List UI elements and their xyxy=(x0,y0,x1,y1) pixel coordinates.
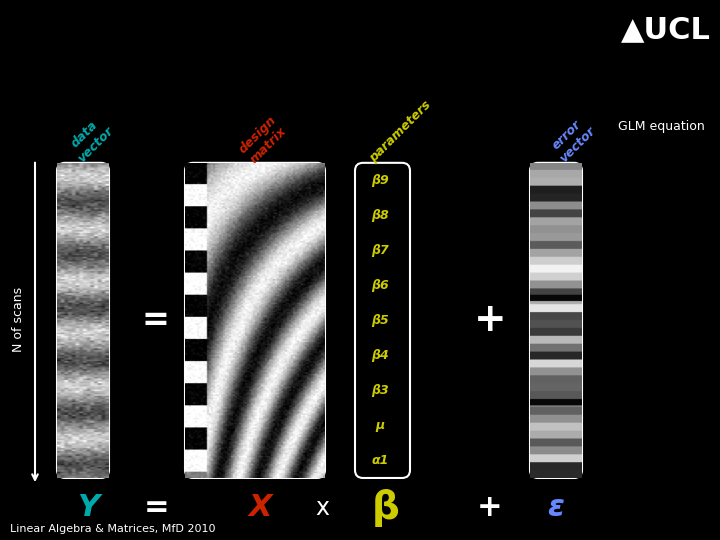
Text: =: = xyxy=(144,494,170,523)
Text: β3: β3 xyxy=(371,384,389,397)
Text: ▲UCL: ▲UCL xyxy=(621,15,711,44)
Text: Y: Y xyxy=(77,494,99,523)
Text: β6: β6 xyxy=(371,279,389,292)
Text: β9: β9 xyxy=(371,174,389,187)
Text: =: = xyxy=(141,304,169,337)
Text: data
vector: data vector xyxy=(64,114,116,166)
Text: error
vector: error vector xyxy=(546,114,598,166)
Text: design
matrix: design matrix xyxy=(236,113,289,166)
Text: GLM equation: GLM equation xyxy=(618,120,705,133)
Text: How are matrices relevant to fMRI data?: How are matrices relevant to fMRI data? xyxy=(22,29,720,63)
Text: β5: β5 xyxy=(371,314,389,327)
Text: β8: β8 xyxy=(371,209,389,222)
Text: β: β xyxy=(372,489,400,527)
Text: ε: ε xyxy=(547,494,564,523)
Text: X: X xyxy=(248,494,271,523)
Text: N of scans: N of scans xyxy=(12,287,24,353)
Text: β7: β7 xyxy=(371,244,389,257)
Text: +: + xyxy=(474,301,506,340)
Text: parameters: parameters xyxy=(366,98,433,165)
Text: μ: μ xyxy=(375,419,384,432)
Text: Linear Algebra & Matrices, MfD 2010: Linear Algebra & Matrices, MfD 2010 xyxy=(10,524,215,534)
Text: β4: β4 xyxy=(371,349,389,362)
Text: +: + xyxy=(477,494,503,523)
Text: x: x xyxy=(315,496,329,520)
Text: α1: α1 xyxy=(371,454,388,467)
